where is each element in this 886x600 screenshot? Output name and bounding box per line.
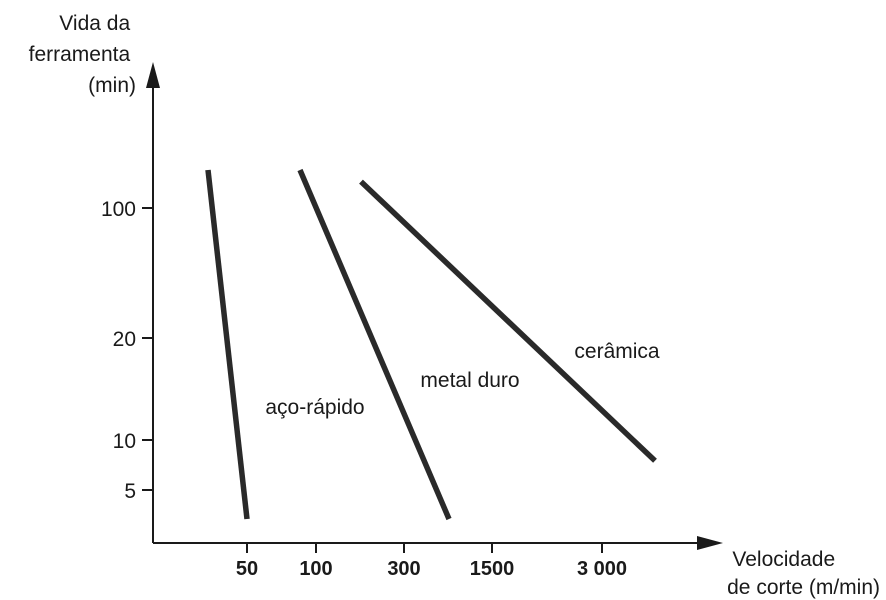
series-line — [297, 168, 452, 521]
y-axis-title-line-2: ferramenta — [29, 43, 131, 66]
x-axis-title: Velocidade de corte (m/min) — [727, 548, 880, 599]
y-axis-title: Vida da ferramenta (min) — [29, 12, 136, 97]
series-label: metal duro — [420, 369, 519, 392]
series-line — [359, 179, 657, 463]
y-axis-title-line-3: (min) — [88, 74, 136, 97]
x-tick-label: 50 — [236, 558, 258, 580]
x-tick-label: 1500 — [470, 558, 515, 580]
series-group: aço-rápido metal duro cerâmica — [205, 168, 660, 521]
x-ticks: 50 100 300 1500 3 000 — [236, 543, 627, 580]
y-tick-label: 5 — [124, 480, 136, 503]
series-label: aço-rápido — [265, 396, 364, 419]
y-tick-label: 10 — [113, 430, 136, 453]
series-line — [205, 169, 250, 520]
y-tick-label: 100 — [101, 198, 136, 221]
x-axis-arrow-icon — [697, 536, 723, 550]
y-tick-label: 20 — [113, 328, 136, 351]
y-ticks: 100 20 10 5 — [101, 198, 153, 503]
series-label: cerâmica — [574, 340, 660, 363]
x-tick-label: 100 — [299, 558, 332, 580]
x-tick-label: 300 — [387, 558, 420, 580]
y-axis-title-line-1: Vida da — [59, 12, 130, 35]
x-tick-label: 3 000 — [577, 558, 627, 580]
x-axis-title-line-2: de corte (m/min) — [727, 576, 880, 599]
y-axis-arrow-icon — [146, 62, 160, 88]
x-axis-title-line-1: Velocidade — [732, 548, 835, 571]
